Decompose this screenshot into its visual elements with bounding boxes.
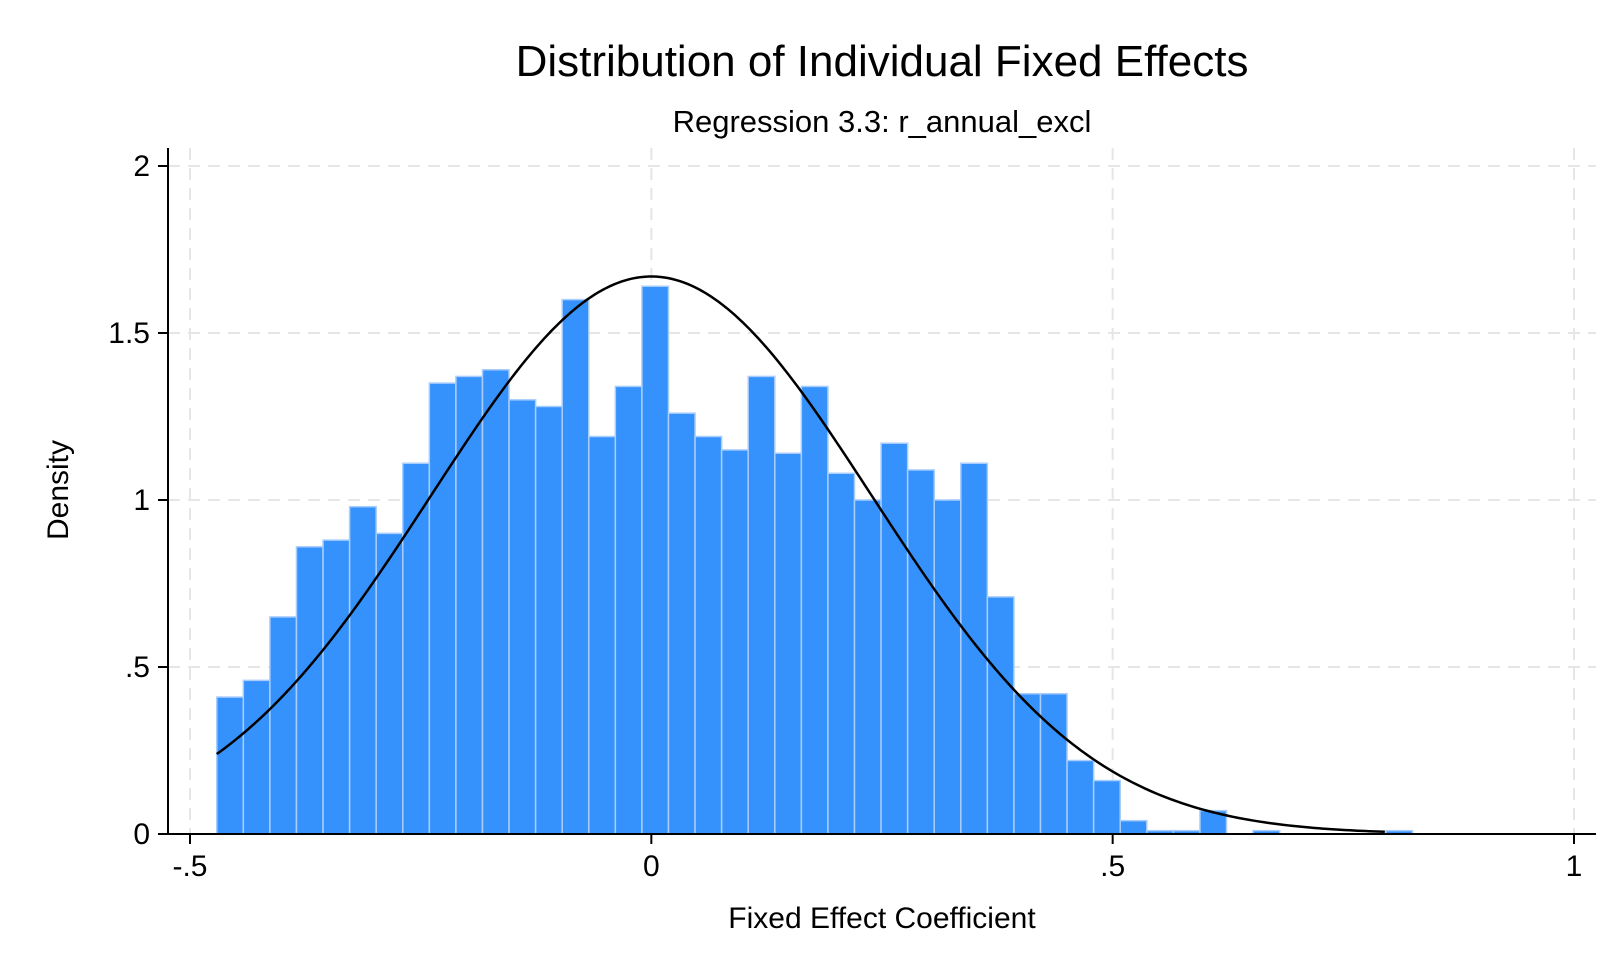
histogram-bar bbox=[216, 696, 245, 835]
y-tick-label: .5 bbox=[125, 651, 150, 684]
histogram-bar bbox=[694, 435, 723, 835]
y-tick-label: 0 bbox=[133, 818, 150, 851]
tick-labels: 0 .5 1 1.5 2 -.5 0 .5 1 bbox=[108, 150, 1582, 883]
histogram-bar bbox=[1013, 692, 1042, 835]
histogram-bar bbox=[641, 285, 670, 835]
histogram-bar bbox=[322, 539, 351, 835]
histogram-bar bbox=[800, 385, 829, 835]
histogram-bar bbox=[375, 532, 404, 835]
y-tick-label: 2 bbox=[133, 150, 150, 183]
histogram-bar bbox=[933, 499, 962, 835]
histogram-bar bbox=[402, 462, 431, 835]
y-tick-label: 1.5 bbox=[108, 317, 150, 350]
histogram-bar bbox=[853, 499, 882, 835]
x-tick-label: -.5 bbox=[172, 850, 207, 883]
histogram-bar bbox=[428, 382, 457, 835]
histogram-bar bbox=[667, 412, 696, 835]
histogram-bar bbox=[348, 505, 377, 835]
x-tick-label: 0 bbox=[643, 850, 660, 883]
x-tick-label: .5 bbox=[1100, 850, 1125, 883]
histogram-bar bbox=[906, 469, 935, 835]
histogram-bar bbox=[1092, 779, 1121, 835]
histogram-bar bbox=[1066, 759, 1095, 835]
chart-title: Distribution of Individual Fixed Effects bbox=[516, 37, 1249, 86]
histogram-bar bbox=[880, 442, 909, 835]
histogram-bar bbox=[455, 375, 484, 835]
histogram-bar bbox=[588, 435, 617, 835]
histogram-bar bbox=[1119, 819, 1148, 835]
histogram-bar bbox=[534, 405, 563, 835]
histogram-bar bbox=[960, 462, 989, 835]
histogram-bar bbox=[720, 449, 749, 835]
histogram-bar bbox=[614, 385, 643, 835]
histogram-bar bbox=[561, 298, 590, 835]
histogram-bar bbox=[774, 452, 803, 835]
histogram-bar bbox=[242, 679, 271, 835]
x-tick-label: 1 bbox=[1566, 850, 1583, 883]
histogram-bar bbox=[295, 546, 324, 835]
axes bbox=[158, 148, 1596, 844]
histogram-bar bbox=[827, 472, 856, 835]
histogram-bars bbox=[216, 285, 1414, 835]
x-axis-label: Fixed Effect Coefficient bbox=[728, 902, 1036, 935]
y-axis-label: Density bbox=[42, 440, 75, 540]
histogram-bar bbox=[747, 375, 776, 835]
histogram-bar bbox=[986, 596, 1015, 835]
histogram-bar bbox=[1039, 692, 1068, 835]
histogram-bar bbox=[508, 399, 537, 835]
normal-curve-line bbox=[216, 275, 1385, 834]
histogram-bar bbox=[481, 368, 510, 835]
chart-subtitle: Regression 3.3: r_annual_excl bbox=[673, 104, 1092, 139]
normal-density-curve bbox=[216, 275, 1385, 834]
y-tick-label: 1 bbox=[133, 484, 150, 517]
histogram-bar bbox=[269, 616, 298, 835]
